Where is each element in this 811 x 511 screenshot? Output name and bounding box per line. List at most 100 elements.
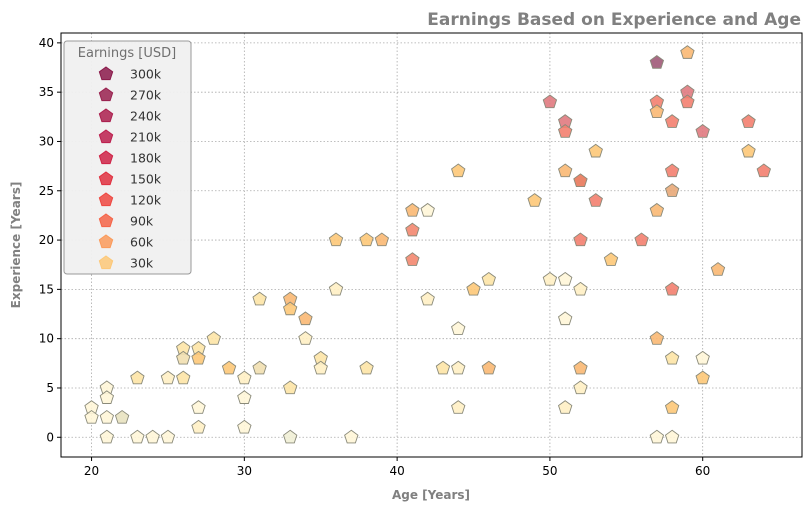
data-point (466, 281, 481, 296)
legend-label: 270k (130, 88, 162, 103)
data-point (649, 202, 665, 217)
data-point (99, 429, 115, 444)
data-point (649, 429, 665, 444)
data-point (252, 291, 267, 306)
data-point (282, 380, 298, 395)
y-tick-label: 20 (39, 233, 54, 247)
data-point (649, 331, 665, 345)
legend-label: 210k (130, 130, 162, 145)
data-point (558, 124, 573, 138)
legend-marker (98, 150, 114, 165)
data-point (695, 370, 710, 385)
legend-marker (98, 234, 114, 249)
data-point (130, 370, 145, 385)
y-tick-label: 5 (46, 381, 54, 395)
legend-label: 300k (130, 67, 162, 82)
y-tick-label: 30 (39, 134, 54, 148)
x-tick-label: 40 (389, 464, 404, 478)
data-point (481, 271, 496, 286)
data-point (191, 419, 206, 434)
data-point (160, 370, 176, 385)
data-point (558, 163, 573, 178)
data-point (176, 350, 191, 365)
data-point (405, 202, 420, 217)
data-point (237, 390, 252, 404)
data-point (451, 163, 466, 178)
data-point (664, 114, 680, 128)
data-point (221, 360, 237, 375)
data-point (420, 291, 435, 306)
data-point (237, 370, 252, 385)
data-point (680, 94, 695, 109)
data-point (695, 350, 710, 365)
y-tick-label: 15 (39, 282, 54, 296)
legend-marker (98, 213, 114, 228)
data-point (573, 380, 588, 395)
data-point (527, 193, 542, 207)
y-tick-label: 0 (46, 430, 54, 444)
legend-marker (98, 87, 114, 102)
data-point (130, 429, 145, 444)
data-point (664, 281, 680, 296)
data-points (84, 45, 771, 444)
data-point (282, 429, 298, 444)
legend-marker (98, 108, 114, 123)
data-point (176, 370, 191, 385)
legend-marker (98, 171, 114, 186)
legend-marker (98, 129, 114, 144)
data-point (344, 429, 359, 444)
x-tick-label: 60 (695, 464, 710, 478)
data-point (99, 390, 115, 404)
data-point (664, 183, 680, 197)
legend-entries: 300k 270k 240k 210k 180k 150k 120k 90k 60k 30k (98, 66, 162, 271)
data-point (451, 321, 466, 335)
data-point (191, 350, 206, 365)
data-point (649, 55, 665, 69)
data-point (680, 45, 695, 59)
data-point (420, 202, 435, 217)
y-tick-label: 40 (39, 36, 54, 50)
legend-label: 150k (130, 172, 162, 187)
data-point (191, 400, 206, 414)
data-point (145, 429, 160, 444)
plot-frame (60, 32, 803, 458)
data-point (542, 94, 558, 109)
x-axis-ticks: 20 30 40 50 60 (84, 457, 710, 478)
data-point (252, 360, 267, 375)
data-point (359, 232, 374, 247)
data-point (664, 350, 680, 365)
y-axis-label: Experience [Years] (9, 182, 23, 309)
y-tick-label: 25 (39, 184, 54, 198)
data-point (282, 301, 298, 316)
data-point (451, 400, 466, 414)
data-point (741, 143, 756, 158)
data-point (542, 271, 558, 286)
data-point (298, 331, 313, 345)
data-point (695, 124, 710, 138)
data-point (634, 232, 649, 247)
data-point (664, 429, 680, 444)
data-point (558, 400, 573, 414)
legend-label: 180k (130, 151, 162, 166)
x-tick-label: 50 (542, 464, 557, 478)
legend-marker (98, 66, 114, 81)
legend-label: 30k (130, 256, 154, 271)
data-point (451, 360, 466, 375)
data-point (649, 104, 665, 119)
chart-title: Earnings Based on Experience and Age (427, 10, 801, 30)
data-point (405, 252, 420, 266)
data-point (237, 419, 252, 434)
legend-marker (98, 255, 114, 270)
y-tick-label: 10 (39, 332, 54, 346)
data-point (405, 222, 420, 237)
legend-marker (98, 192, 114, 207)
data-point (313, 360, 328, 375)
legend: Earnings [USD] 300k 270k 240k 210k 180k 150k 1… (63, 40, 192, 275)
data-point (558, 311, 573, 326)
x-tick-label: 20 (84, 464, 99, 478)
legend-label: 90k (130, 214, 154, 229)
data-point (206, 331, 221, 345)
x-tick-label: 30 (237, 464, 252, 478)
data-point (664, 163, 680, 178)
